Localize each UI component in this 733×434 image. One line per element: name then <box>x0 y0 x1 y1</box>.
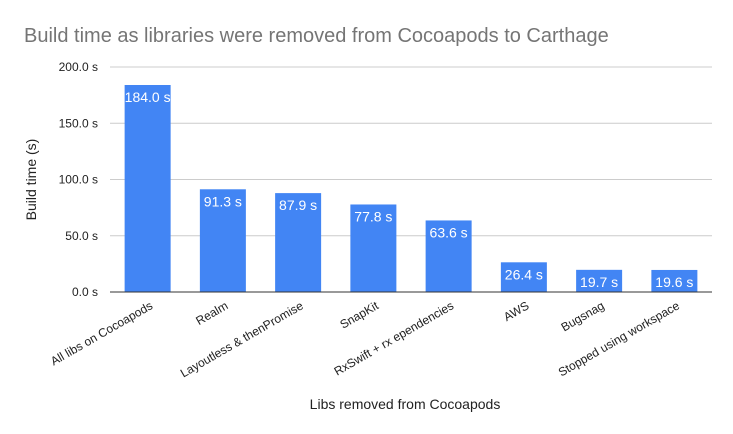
bars <box>124 85 698 292</box>
bar <box>275 193 322 292</box>
data-label: 26.4 s <box>505 266 543 282</box>
bar <box>199 189 246 292</box>
data-labels: 184.0 s 91.3 s 87.9 s 77.8 s 63.6 s 26.4 s 19.… <box>125 89 694 290</box>
data-label: 184.0 s <box>125 89 171 105</box>
bar <box>500 262 547 292</box>
x-tick-label: Realm <box>193 298 230 327</box>
data-label: 19.6 s <box>655 274 693 290</box>
y-tick-label: 0.0 s <box>72 285 98 299</box>
x-tick-label: SnapKit <box>337 298 381 331</box>
y-tick-label: 200.0 s <box>59 60 98 74</box>
x-tick-label: RxSwift + rx ependencies <box>332 298 457 378</box>
bar <box>124 85 171 292</box>
x-tick-label: Bugsnag <box>559 298 607 334</box>
bar <box>651 269 698 292</box>
y-tick-label: 50.0 s <box>65 229 98 243</box>
data-label: 63.6 s <box>430 224 468 240</box>
x-tick-label: AWS <box>501 298 531 324</box>
data-label: 77.8 s <box>354 208 392 224</box>
data-label: 91.3 s <box>204 193 242 209</box>
y-axis-tick-labels: 0.0 s 50.0 s 100.0 s 150.0 s 200.0 s <box>59 60 98 299</box>
bar <box>425 220 472 292</box>
x-tick-label: All libs on Cocoapods <box>48 298 155 368</box>
bar <box>350 204 397 292</box>
chart-title: Build time as libraries were removed fro… <box>24 25 609 47</box>
x-axis-title: Libs removed from Cocoapods <box>310 396 501 412</box>
bar <box>576 269 623 292</box>
y-tick-label: 150.0 s <box>59 116 98 130</box>
gridlines <box>110 66 712 237</box>
y-axis-title: Build time (s) <box>23 139 39 221</box>
y-tick-label: 100.0 s <box>59 173 98 187</box>
data-label: 87.9 s <box>279 197 317 213</box>
x-tick-label: Stopped using workspace <box>556 298 682 379</box>
data-label: 19.7 s <box>580 274 618 290</box>
x-tick-label: Layoutless & thenPromise <box>178 298 306 380</box>
